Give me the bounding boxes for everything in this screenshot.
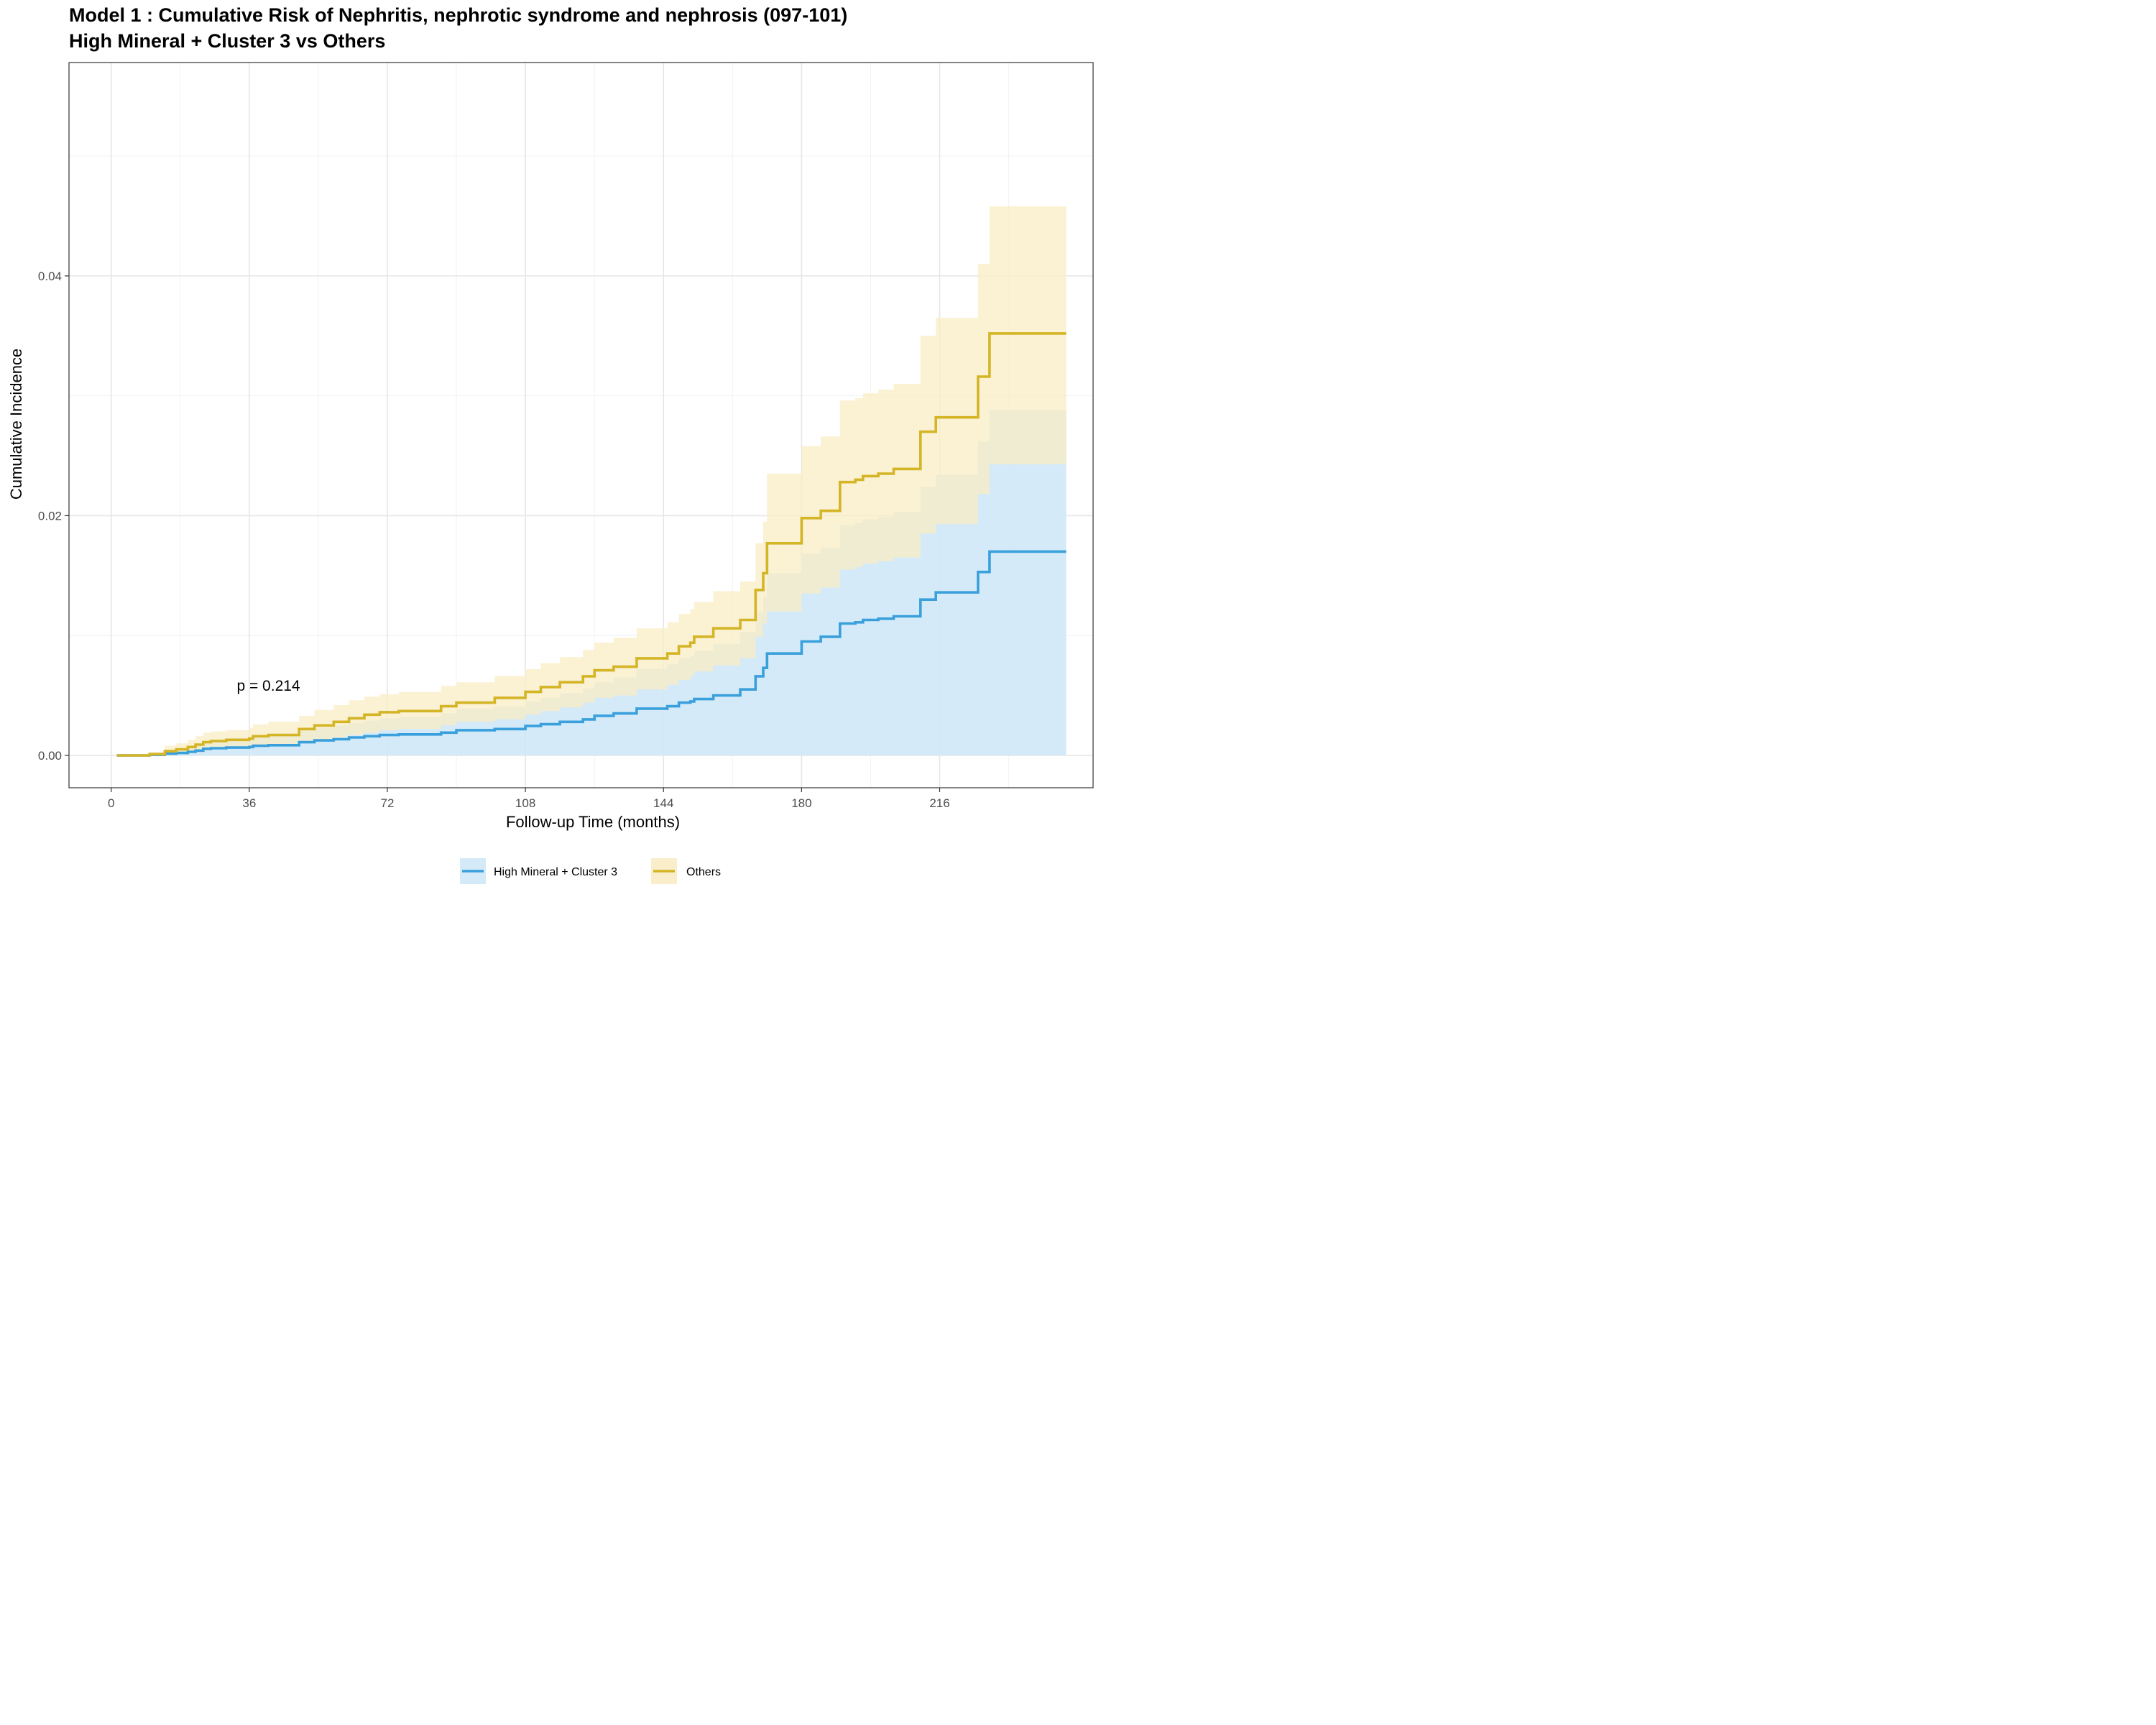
x-tick-label: 72 [381,796,395,810]
x-tick-label: 36 [242,796,256,810]
legend-label-others: Others [686,866,721,878]
legend-label-high-mineral-cluster-3: High Mineral + Cluster 3 [494,866,617,878]
chart-subtitle: High Mineral + Cluster 3 vs Others [69,30,386,52]
series-line-others [116,332,1067,757]
x-axis-ticks: 0 36 72 108 144 180 216 [108,788,950,810]
confidence-bands [116,206,1067,756]
ci-band-high-mineral-cluster-3 [116,410,1067,755]
x-axis-title: Follow-up Time (months) [506,813,680,831]
y-tick-label: 0.04 [38,270,62,283]
x-tick-label: 216 [929,796,949,810]
series-lines [116,332,1067,757]
y-axis-ticks: 0.00 0.02 0.04 [38,270,69,763]
panel-border [68,62,1094,788]
ci-band-others [116,206,1067,756]
y-tick-label: 0.02 [38,509,62,523]
p-value-annotation: p = 0.214 [236,678,300,694]
km-chart: 0 36 72 108 144 180 216 0.00 0.02 0.04 p = 0.214… [7,62,1094,884]
x-tick-label: 0 [108,796,114,810]
y-axis-title: Cumulative Incidence [7,349,25,500]
chart-title: Model 1 : Cumulative Risk of Nephritis, … [69,4,848,26]
series-line-high-mineral-cluster-3 [116,550,1067,757]
x-tick-label: 180 [791,796,811,810]
x-tick-label: 108 [515,796,535,810]
legend: High Mineral + Cluster 3 Others [460,858,721,884]
y-tick-label: 0.00 [38,749,62,763]
x-tick-label: 144 [653,796,673,810]
